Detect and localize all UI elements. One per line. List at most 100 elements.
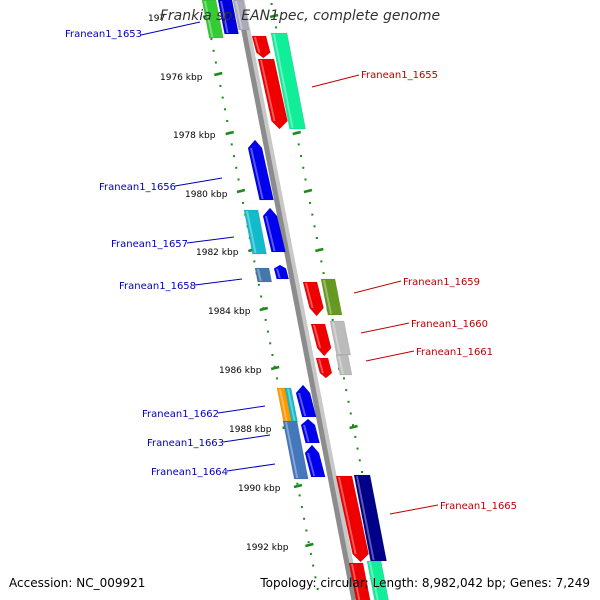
ruler-tick: [358, 459, 361, 462]
gene-label-franean1-1664[interactable]: Franean1_1664: [151, 467, 228, 478]
ruler-tick: [271, 354, 274, 356]
gene-feature[interactable]: [247, 139, 274, 201]
gene-label-franean1-1655[interactable]: Franean1_1655: [361, 70, 438, 81]
gene-feature[interactable]: [262, 207, 286, 253]
gene-label-franean1-1658[interactable]: Franean1_1658: [119, 281, 196, 292]
gene-label-franean1-1653[interactable]: Franean1_1653: [65, 29, 142, 40]
ruler-tick: [270, 3, 273, 5]
ruler-tick: [269, 342, 272, 345]
ruler-tick: [232, 155, 235, 158]
gene-feature-highlight: [250, 148, 264, 199]
gene-feature[interactable]: [353, 474, 387, 562]
gene-features: [201, 0, 389, 600]
ruler-tick: [226, 120, 229, 122]
ruler-tick: [260, 295, 263, 298]
gene-feature[interactable]: [257, 58, 288, 130]
gene-label-franean1-1661[interactable]: Franean1_1661: [416, 347, 493, 358]
ruler-tick: [221, 96, 224, 99]
gene-feature-highlight: [298, 393, 307, 416]
scale-label: 1982 kbp: [196, 248, 239, 258]
gene-label-franean1-1660[interactable]: Franean1_1660: [411, 319, 488, 330]
leader-line: [194, 278, 243, 286]
gene-feature[interactable]: [273, 264, 290, 280]
scale-label: 197: [148, 14, 165, 24]
gene-feature[interactable]: [335, 475, 369, 563]
map-title: Frankia sp. EAN1pec, complete genome: [159, 8, 441, 24]
ruler-tick: [253, 260, 256, 263]
gene-feature[interactable]: [254, 267, 273, 283]
gene-feature[interactable]: [282, 420, 309, 480]
gene-feature[interactable]: [284, 387, 298, 423]
ruler-tick: [314, 576, 317, 579]
ruler-major-tick: [315, 247, 324, 253]
leader-line: [217, 405, 266, 414]
gene-feature[interactable]: [304, 444, 326, 478]
ruler-tick: [349, 412, 352, 415]
ruler-major-tick: [259, 306, 269, 312]
gene-feature[interactable]: [366, 560, 389, 600]
leader-line: [365, 350, 415, 362]
gene-feature[interactable]: [320, 278, 343, 316]
gene-feature[interactable]: [302, 281, 324, 317]
accession-text: Accession: NC_009921: [9, 576, 146, 590]
gene-feature-highlight: [204, 1, 214, 37]
ruler-tick: [356, 447, 359, 450]
gene-feature-highlight: [285, 422, 299, 478]
gene-feature-highlight: [246, 211, 257, 253]
gene-label-franean1-1656[interactable]: Franean1_1656: [99, 182, 176, 193]
gene-feature-highlight: [303, 425, 310, 442]
gene-feature[interactable]: [270, 32, 306, 130]
leader-line: [186, 236, 235, 244]
gene-feature[interactable]: [300, 418, 320, 444]
ruler-tick: [223, 108, 226, 111]
ruler-tick: [304, 178, 307, 181]
gene-feature-highlight: [260, 60, 276, 121]
leader-line: [140, 21, 201, 36]
ruler-tick: [302, 166, 305, 169]
gene-label-franean1-1662[interactable]: Franean1_1662: [142, 409, 219, 420]
scale-label: 1976 kbp: [160, 73, 203, 83]
gene-feature-highlight: [351, 564, 361, 600]
gene-feature[interactable]: [232, 0, 250, 31]
ruler-tick: [230, 143, 233, 146]
gene-feature-highlight: [313, 325, 322, 348]
gene-feature[interactable]: [295, 384, 317, 418]
ruler-major-tick: [236, 188, 246, 194]
gene-feature[interactable]: [217, 0, 239, 35]
gene-feature[interactable]: [315, 357, 333, 379]
ruler-tick: [331, 318, 334, 321]
gene-label-franean1-1659[interactable]: Franean1_1659: [403, 277, 480, 288]
gene-label-franean1-1663[interactable]: Franean1_1663: [147, 438, 224, 449]
backbone: [235, 0, 357, 600]
ruler-tick: [309, 201, 312, 204]
gene-feature-highlight: [287, 389, 296, 421]
gene-feature[interactable]: [201, 0, 224, 39]
ruler-tick: [264, 318, 267, 321]
ruler-tick: [242, 201, 245, 204]
gene-feature[interactable]: [348, 562, 371, 600]
ruler-tick: [313, 225, 316, 228]
gene-feature-highlight: [279, 389, 288, 421]
ruler-tick: [312, 564, 315, 567]
leader-line: [311, 74, 360, 88]
ruler-major-tick: [269, 13, 279, 19]
ruler-tick: [296, 482, 299, 485]
leader-line: [174, 177, 223, 187]
gene-label-franean1-1665[interactable]: Franean1_1665: [440, 501, 517, 512]
gene-feature-highlight: [257, 269, 262, 281]
gene-feature[interactable]: [251, 35, 271, 59]
gene-feature[interactable]: [243, 209, 267, 255]
ruler-tick: [257, 283, 260, 286]
ruler-tick: [210, 38, 213, 41]
scale-label: 1978 kbp: [173, 131, 216, 141]
gene-feature-highlight: [332, 322, 341, 354]
gene-feature[interactable]: [329, 320, 351, 356]
gene-feature-highlight: [254, 37, 261, 53]
gene-feature-highlight: [273, 34, 294, 128]
gene-feature[interactable]: [335, 354, 353, 376]
gene-label-franean1-1657[interactable]: Franean1_1657: [111, 239, 188, 250]
gene-feature[interactable]: [310, 323, 332, 357]
ruler-major-tick: [270, 365, 280, 371]
leader-line: [226, 463, 276, 472]
